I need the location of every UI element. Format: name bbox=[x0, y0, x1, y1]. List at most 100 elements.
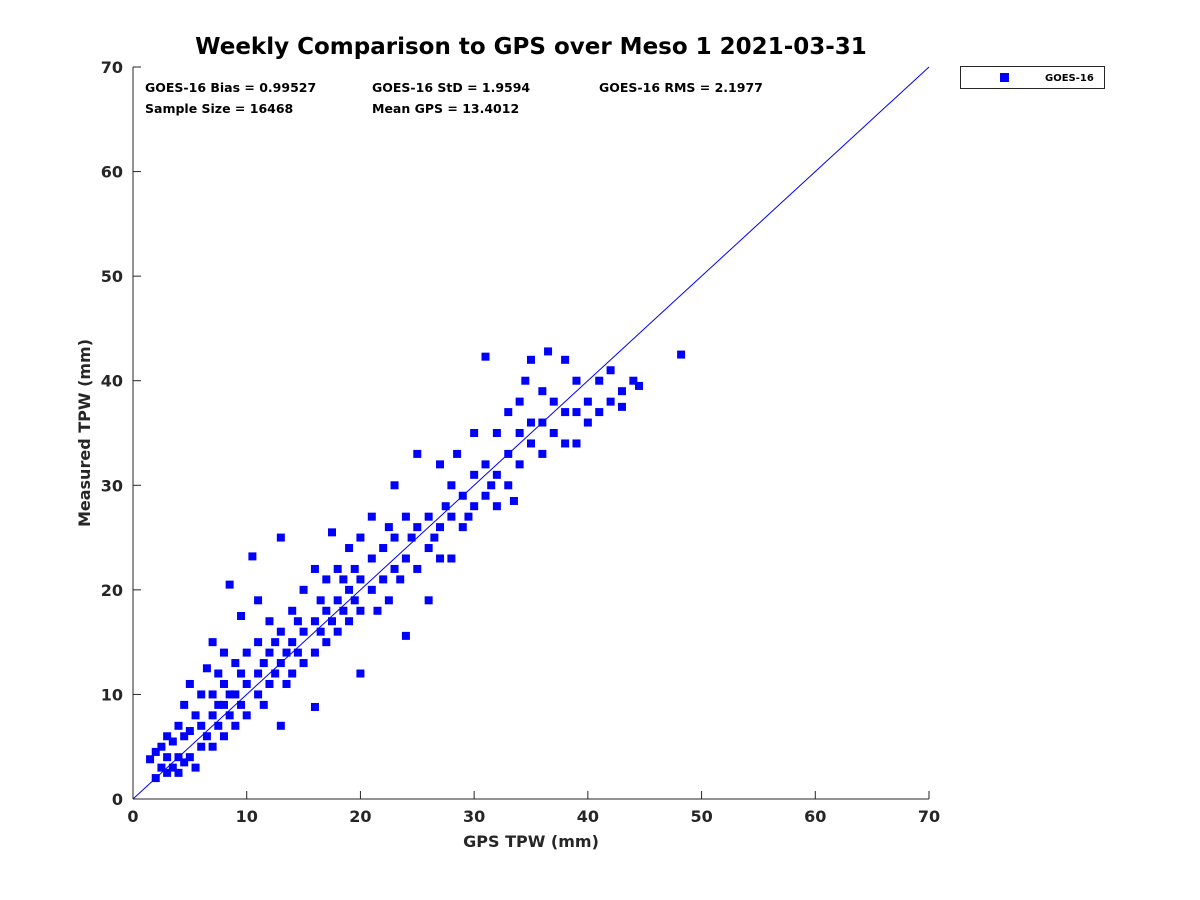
data-point bbox=[231, 690, 240, 699]
data-point bbox=[583, 418, 592, 427]
data-point bbox=[180, 758, 189, 767]
y-axis-label: Measured TPW (mm) bbox=[75, 339, 94, 527]
data-point bbox=[163, 768, 172, 777]
data-point bbox=[328, 617, 336, 626]
data-point bbox=[606, 366, 615, 375]
data-point bbox=[288, 638, 297, 647]
stat-sample-size: Sample Size = 16468 bbox=[145, 101, 293, 116]
data-point bbox=[208, 711, 217, 720]
data-point bbox=[288, 606, 297, 615]
data-point bbox=[617, 387, 626, 396]
y-tick-label: 0 bbox=[112, 790, 123, 809]
data-point bbox=[481, 460, 490, 469]
x-tick-label: 0 bbox=[127, 807, 138, 826]
data-point bbox=[299, 585, 308, 594]
x-tick-label: 60 bbox=[804, 807, 826, 826]
data-point bbox=[259, 700, 268, 709]
data-point bbox=[373, 606, 382, 615]
data-point bbox=[271, 669, 280, 678]
data-point bbox=[208, 638, 217, 647]
data-point bbox=[441, 502, 450, 511]
data-point bbox=[436, 460, 445, 469]
x-tick-label: 20 bbox=[349, 807, 371, 826]
data-point bbox=[237, 700, 246, 709]
data-point bbox=[544, 347, 553, 356]
chart-title: Weekly Comparison to GPS over Meso 1 202… bbox=[195, 34, 867, 60]
data-point bbox=[492, 429, 501, 437]
data-point bbox=[561, 439, 570, 448]
data-point bbox=[453, 449, 462, 458]
data-point bbox=[185, 727, 194, 736]
data-point bbox=[515, 397, 524, 406]
data-point bbox=[470, 502, 479, 511]
data-point bbox=[583, 397, 592, 406]
data-point bbox=[509, 496, 518, 505]
data-point bbox=[276, 627, 285, 636]
data-point bbox=[271, 638, 280, 647]
data-point bbox=[390, 533, 399, 542]
data-point bbox=[458, 523, 467, 532]
data-point bbox=[504, 408, 513, 417]
data-point bbox=[322, 638, 331, 647]
data-point bbox=[515, 429, 524, 437]
data-point bbox=[379, 575, 388, 584]
data-point bbox=[191, 711, 200, 720]
y-tick-label: 50 bbox=[101, 267, 123, 286]
y-tick-label: 20 bbox=[101, 581, 123, 600]
data-point bbox=[310, 702, 319, 711]
data-point bbox=[401, 631, 410, 640]
stat-rms: GOES-16 RMS = 2.1977 bbox=[599, 80, 763, 95]
data-point bbox=[447, 512, 456, 521]
data-point bbox=[265, 679, 274, 688]
data-point bbox=[276, 533, 285, 542]
data-point bbox=[367, 554, 376, 563]
data-point bbox=[157, 763, 166, 772]
data-point bbox=[504, 481, 513, 490]
data-point bbox=[333, 596, 342, 605]
data-point bbox=[322, 606, 331, 615]
data-point bbox=[390, 564, 399, 573]
data-point bbox=[310, 617, 319, 626]
data-point bbox=[259, 659, 268, 668]
data-point bbox=[219, 732, 228, 741]
data-point bbox=[413, 564, 422, 573]
legend: GOES-16 bbox=[960, 66, 1105, 89]
data-point bbox=[538, 449, 547, 458]
data-point bbox=[350, 564, 359, 573]
data-point bbox=[595, 376, 604, 385]
data-point bbox=[345, 544, 354, 553]
data-point bbox=[430, 533, 439, 542]
data-point bbox=[339, 606, 348, 615]
data-point bbox=[151, 747, 160, 756]
data-point bbox=[197, 690, 206, 699]
data-point bbox=[527, 355, 535, 364]
data-point bbox=[401, 554, 410, 563]
data-point bbox=[345, 585, 354, 594]
data-point bbox=[168, 763, 177, 772]
data-point bbox=[527, 439, 535, 448]
data-point bbox=[208, 690, 217, 699]
data-point bbox=[595, 408, 604, 417]
legend-label: GOES-16 bbox=[1045, 73, 1094, 84]
data-point bbox=[174, 768, 183, 777]
data-point bbox=[339, 575, 348, 584]
y-tick-label: 60 bbox=[101, 163, 123, 182]
data-point bbox=[180, 700, 189, 709]
data-point bbox=[219, 648, 228, 657]
data-point bbox=[606, 397, 615, 406]
data-point bbox=[254, 638, 263, 647]
data-point bbox=[202, 732, 211, 741]
legend-marker-icon bbox=[1000, 73, 1009, 82]
data-point bbox=[515, 460, 524, 469]
data-point bbox=[677, 350, 686, 359]
data-point bbox=[447, 481, 456, 490]
data-point bbox=[231, 659, 240, 668]
data-point bbox=[572, 376, 581, 385]
data-point bbox=[572, 439, 581, 448]
data-point bbox=[254, 669, 263, 678]
data-point bbox=[561, 408, 570, 417]
data-point bbox=[379, 544, 388, 553]
y-tick-label: 40 bbox=[101, 372, 123, 391]
y-tick-label: 10 bbox=[101, 685, 123, 704]
